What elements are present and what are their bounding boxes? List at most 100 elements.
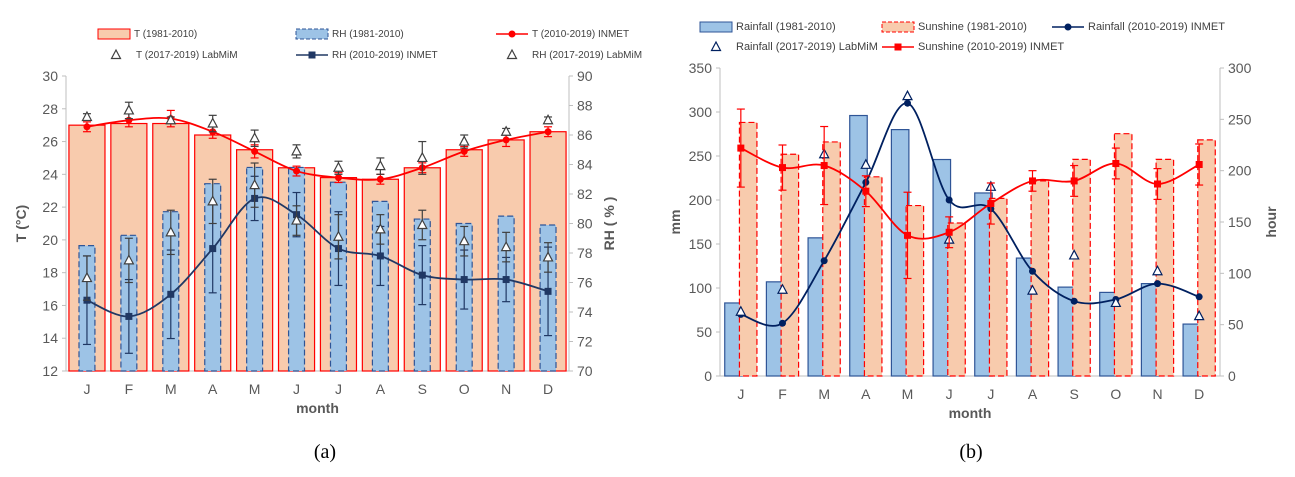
line-point [1029, 267, 1036, 275]
x-tick-label: F [778, 386, 787, 402]
triangle-point [458, 135, 470, 146]
y-tick-label-right: 70 [577, 363, 593, 379]
y-tick-label-left: 50 [696, 324, 712, 340]
x-tick-label: J [946, 386, 953, 402]
legend-label: RH (2010-2019) INMET [332, 50, 438, 61]
chart-b: 0 50 100 150 200 250 300 350 0 50 100 150 200 250 300 J… [667, 21, 1279, 421]
y-tick-label-right: 78 [577, 245, 593, 261]
legend-swatch-bar [97, 28, 131, 40]
x-tick-label: M [165, 381, 177, 397]
y-tick-label-left: 100 [689, 280, 713, 296]
y-tick-label-right: 200 [1228, 163, 1252, 179]
legend-label: T (2010-2019) INMET [532, 29, 629, 40]
triangle-point [81, 110, 93, 122]
y-tick-label-left: 30 [42, 68, 58, 84]
line-point [334, 174, 342, 182]
legend-marker [506, 48, 518, 60]
legend-marker [1064, 23, 1072, 31]
y-tick-label-right: 74 [577, 304, 593, 320]
y-tick-label-left: 28 [42, 101, 58, 117]
line-point [1195, 293, 1203, 301]
legend-label: Sunshine (2010-2019) INMET [918, 41, 1064, 53]
bar-secondary [947, 222, 966, 377]
y-tick-label-left: 200 [689, 192, 713, 208]
bar-secondary [905, 204, 925, 377]
triangle-point [165, 226, 177, 237]
triangle-point [1193, 309, 1205, 321]
triangle-point [458, 234, 470, 246]
legend-label: Rainfall (2017-2019) LabMiM [736, 41, 878, 53]
line-point [945, 228, 953, 236]
triangle-point [374, 223, 386, 234]
x-tick-label: J [987, 386, 994, 402]
line-point [293, 167, 301, 175]
triangle-point [860, 158, 872, 169]
x-tick-label: O [459, 381, 470, 397]
y-tick-label-right: 72 [577, 334, 593, 350]
line-point [502, 276, 510, 284]
triangle-point [291, 214, 303, 225]
line-point [987, 200, 995, 208]
bar-secondary [738, 121, 758, 377]
line-point [904, 99, 911, 107]
x-tick-label: J [83, 381, 90, 397]
chart-a: 12 14 16 18 20 22 24 26 28 30 70 72 74 76 78 80 82 84 86 88… [13, 28, 642, 416]
triangle-point [902, 89, 913, 101]
y-tick-label-right: 86 [577, 127, 593, 143]
triangle-point [291, 145, 303, 156]
y-tick-label-right: 80 [577, 216, 593, 232]
series-line [86, 116, 549, 181]
triangle-point [500, 240, 512, 252]
line-point [418, 271, 426, 279]
line-point [779, 319, 786, 327]
legend-label: Sunshine (1981-2010) [918, 21, 1027, 33]
x-tick-label: A [861, 386, 871, 402]
line-point [1070, 297, 1078, 305]
line-point [544, 128, 552, 136]
bar-secondary [863, 176, 883, 377]
line-point [209, 245, 217, 253]
line-point [167, 290, 175, 298]
line-point [779, 164, 786, 172]
x-tick-label: J [335, 381, 342, 397]
triangle-point [1110, 296, 1122, 308]
y-tick-label-left: 250 [689, 148, 713, 164]
triangle-point [123, 254, 135, 265]
y-tick-label-right: 250 [1228, 111, 1252, 127]
line-point [376, 175, 384, 183]
triangle-point [332, 161, 344, 172]
legend-swatch-bar [699, 21, 733, 33]
legend-marker [894, 43, 902, 51]
y-tick-label-left: 300 [689, 104, 713, 120]
x-tick-label: D [1194, 386, 1204, 402]
line-point [83, 123, 91, 131]
x-tick-label: J [293, 381, 300, 397]
x-tick-label: A [376, 381, 386, 397]
legend-label: T (1981-2010) [134, 29, 197, 40]
y-tick-label-right: 82 [577, 186, 593, 202]
triangle-point [123, 104, 135, 115]
line-point [460, 147, 468, 155]
bar-secondary [1197, 139, 1216, 377]
line-point [1154, 280, 1161, 288]
y-tick-label-left: 14 [42, 330, 58, 346]
triangle-point [542, 251, 554, 262]
triangle-point [542, 113, 554, 125]
line-point [820, 257, 828, 265]
x-tick-label: M [902, 386, 914, 402]
x-tick-label: F [125, 381, 134, 397]
line-point [1154, 180, 1161, 188]
triangle-point [777, 283, 788, 294]
legend-marker [110, 48, 122, 60]
line-point [125, 312, 133, 320]
line-point [502, 136, 510, 144]
x-tick-label: M [818, 386, 830, 402]
y-tick-label-left: 22 [42, 199, 58, 215]
triangle-point [735, 305, 747, 316]
line-point [904, 231, 911, 239]
y-axis-title-left: T (°C) [13, 205, 29, 242]
triangle-point [1068, 249, 1080, 260]
bar-secondary [1155, 158, 1175, 377]
x-tick-label: N [501, 381, 511, 397]
